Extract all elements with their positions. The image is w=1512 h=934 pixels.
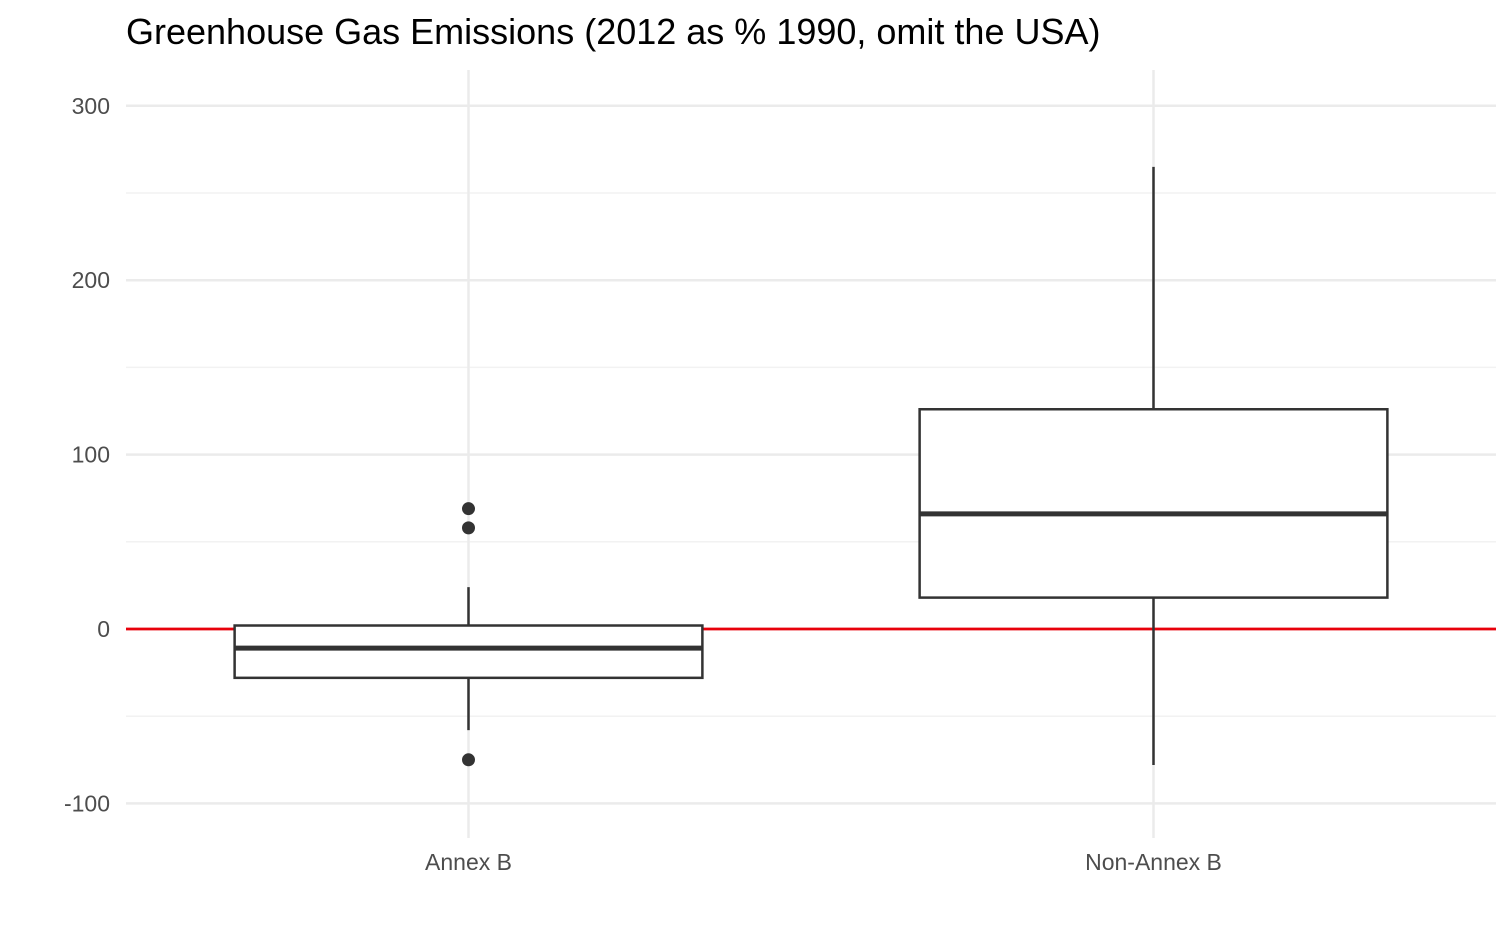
outlier-point xyxy=(462,753,475,767)
y-tick-label: -100 xyxy=(64,790,110,816)
iqr-box xyxy=(233,624,704,680)
y-tick-label: 0 xyxy=(97,616,110,642)
box-layer xyxy=(233,166,1389,767)
axis-label-layer: -100 0 100 200 300 Annex B Non-Annex B xyxy=(64,93,1222,875)
outlier-point xyxy=(462,521,475,535)
x-tick-label: Annex B xyxy=(425,849,512,875)
box-non-annex-b xyxy=(918,166,1389,766)
iqr-box xyxy=(918,408,1389,599)
outlier-point xyxy=(462,502,475,516)
chart-title: Greenhouse Gas Emissions (2012 as % 1990… xyxy=(126,11,1100,52)
y-tick-label: 200 xyxy=(72,267,110,293)
y-tick-label: 300 xyxy=(72,93,110,119)
y-tick-label: 100 xyxy=(72,442,110,468)
box-annex-b xyxy=(233,502,704,767)
x-tick-label: Non-Annex B xyxy=(1085,849,1222,875)
